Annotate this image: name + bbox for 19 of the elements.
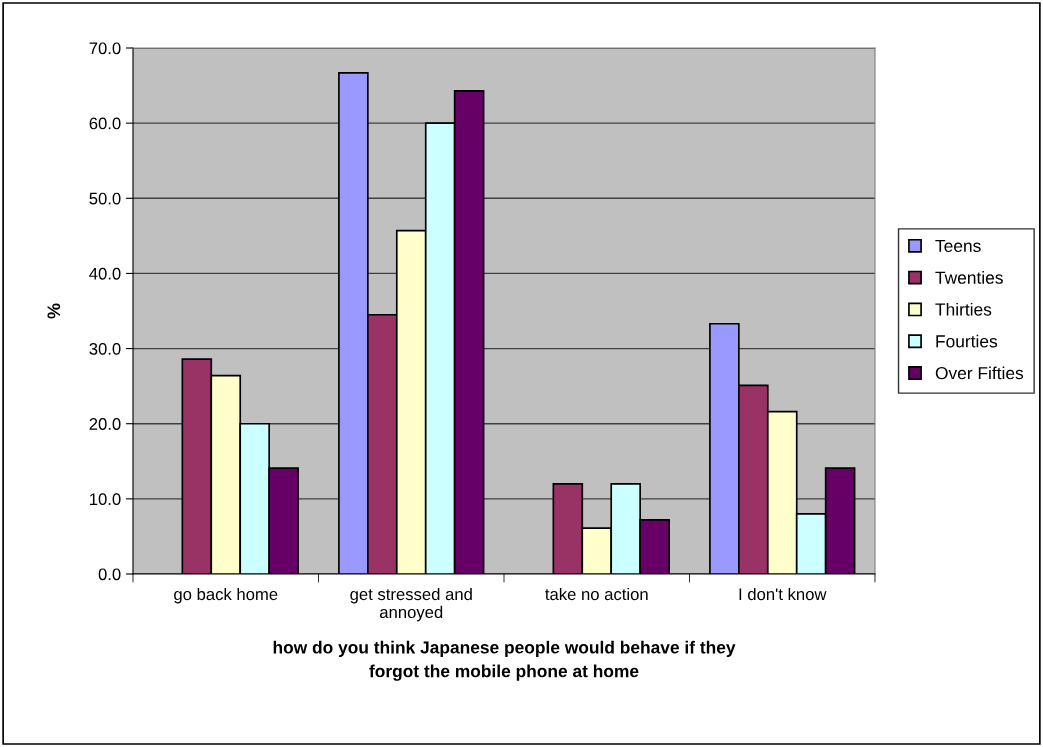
x-tick-label: get stressed and annoyed	[350, 587, 472, 622]
x-tick-label: take no action	[545, 587, 648, 601]
x-tick-label: I don't know	[739, 587, 827, 601]
y-tick-label: 70.0	[89, 42, 121, 55]
x-tick-label: go back home	[174, 587, 278, 604]
x-axis-title: how do you think Japanese people would behave if they forgot the mobile phone at home	[273, 640, 736, 681]
y-tick-label: 50.0	[89, 192, 121, 205]
y-tick-label: 30.0	[89, 342, 121, 355]
legend-label: Twenties	[935, 271, 1003, 284]
y-axis-title: %	[47, 303, 61, 319]
y-tick-label: 40.0	[89, 267, 121, 280]
legend-label: Fourties	[936, 334, 998, 348]
y-tick-label: 20.0	[89, 418, 121, 430]
y-tick-label: 10.0	[90, 493, 121, 506]
legend-label: Teens	[935, 239, 981, 253]
legend-label: Over Fifties	[935, 366, 1024, 380]
y-tick-label: 0.0	[98, 568, 121, 581]
legend-label: Thirties	[935, 302, 992, 316]
y-tick-label: 60.0	[89, 117, 121, 130]
